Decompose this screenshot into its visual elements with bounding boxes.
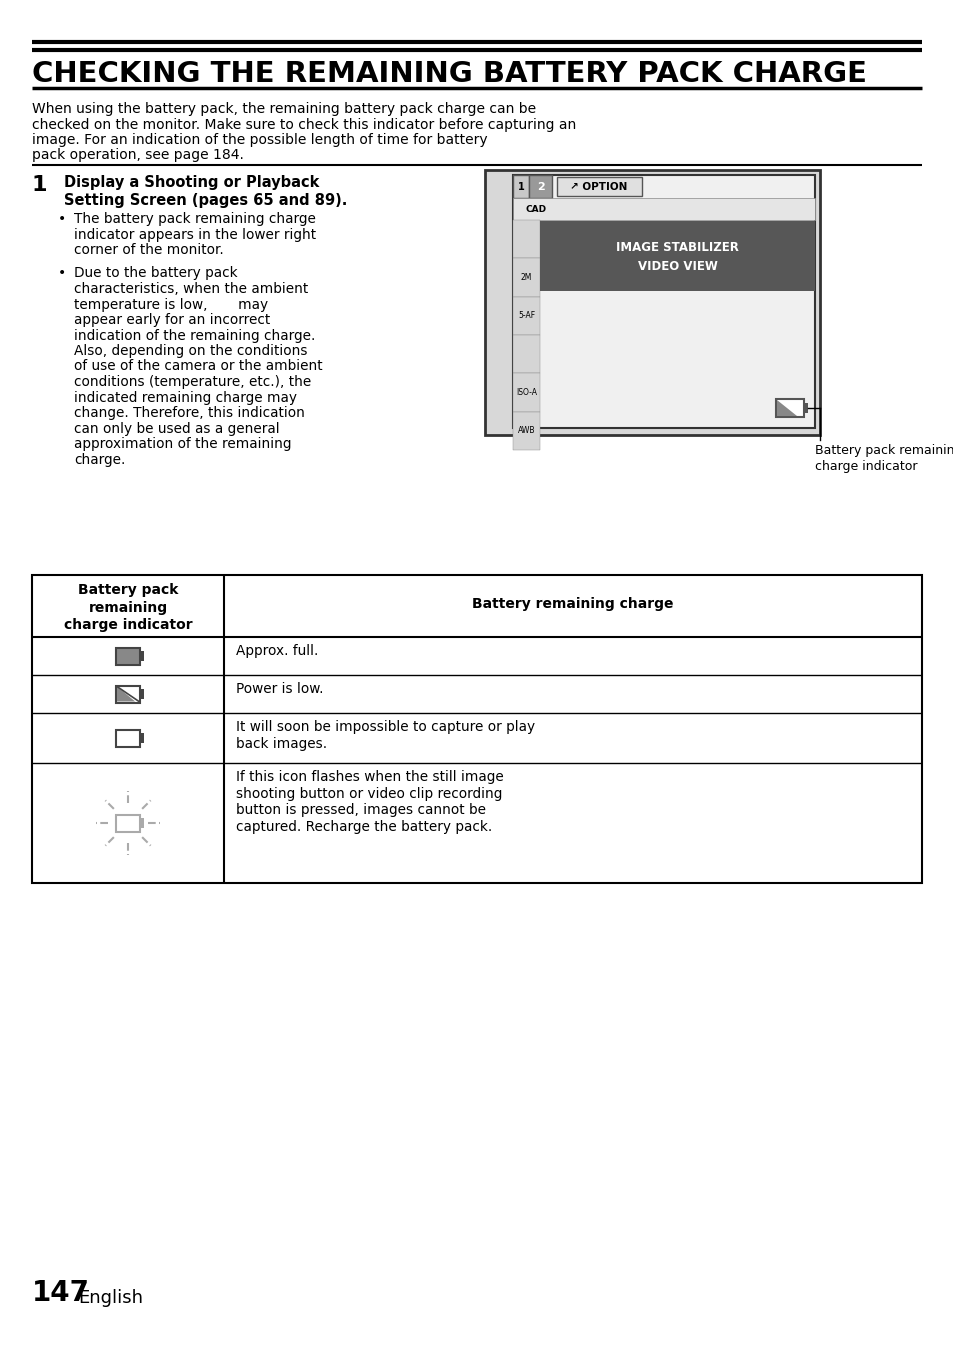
Text: ISO-A: ISO-A: [516, 387, 537, 397]
Bar: [513, 374, 539, 412]
Bar: [557, 178, 641, 196]
Text: indicator appears in the lower right: indicator appears in the lower right: [74, 227, 315, 242]
Text: •: •: [58, 213, 66, 226]
Bar: [513, 335, 539, 374]
Text: Display a Shooting or Playback: Display a Shooting or Playback: [64, 175, 319, 190]
Text: remaining: remaining: [89, 600, 168, 615]
Bar: [513, 297, 539, 335]
Text: of use of the camera or the ambient: of use of the camera or the ambient: [74, 359, 322, 374]
Bar: [116, 686, 140, 702]
Bar: [116, 815, 140, 831]
Text: It will soon be impossible to capture or play: It will soon be impossible to capture or…: [235, 720, 535, 734]
Bar: [513, 175, 814, 428]
Text: change. Therefore, this indication: change. Therefore, this indication: [74, 406, 305, 420]
Text: captured. Recharge the battery pack.: captured. Recharge the battery pack.: [235, 819, 492, 834]
Polygon shape: [117, 686, 135, 702]
Text: 5-AF: 5-AF: [517, 311, 535, 320]
Bar: [529, 175, 552, 198]
Text: indicated remaining charge may: indicated remaining charge may: [74, 390, 296, 405]
Text: CAD: CAD: [524, 204, 545, 214]
Text: corner of the monitor.: corner of the monitor.: [74, 243, 224, 257]
Bar: [140, 651, 143, 662]
Text: Also, depending on the conditions: Also, depending on the conditions: [74, 344, 307, 358]
Text: 147: 147: [32, 1279, 90, 1307]
Text: characteristics, when the ambient: characteristics, when the ambient: [74, 282, 308, 296]
Text: conditions (temperature, etc.), the: conditions (temperature, etc.), the: [74, 375, 311, 389]
Text: appear early for an incorrect: appear early for an incorrect: [74, 313, 270, 327]
Text: Battery remaining charge: Battery remaining charge: [472, 597, 673, 611]
Bar: [513, 258, 539, 297]
Bar: [484, 169, 820, 434]
Bar: [539, 221, 814, 291]
Bar: [140, 689, 143, 699]
Text: English: English: [78, 1289, 143, 1307]
Bar: [513, 175, 529, 198]
Text: 2M: 2M: [520, 273, 532, 282]
Text: button is pressed, images cannot be: button is pressed, images cannot be: [235, 803, 485, 816]
Text: can only be used as a general: can only be used as a general: [74, 421, 279, 436]
Text: image. For an indication of the possible length of time for battery: image. For an indication of the possible…: [32, 133, 487, 147]
Text: approximation of the remaining: approximation of the remaining: [74, 437, 292, 451]
Polygon shape: [776, 399, 796, 416]
Text: Battery pack remaining: Battery pack remaining: [814, 444, 953, 457]
Bar: [32, 576, 921, 884]
Bar: [513, 412, 539, 451]
Text: charge indicator: charge indicator: [64, 617, 193, 632]
Text: 2: 2: [537, 182, 544, 191]
Text: temperature is low,       may: temperature is low, may: [74, 297, 268, 312]
Text: Due to the battery pack: Due to the battery pack: [74, 266, 237, 281]
Text: checked on the monitor. Make sure to check this indicator before capturing an: checked on the monitor. Make sure to che…: [32, 117, 576, 132]
Text: pack operation, see page 184.: pack operation, see page 184.: [32, 148, 244, 163]
Text: If this icon flashes when the still image: If this icon flashes when the still imag…: [235, 769, 503, 784]
Bar: [116, 729, 140, 746]
Bar: [513, 221, 539, 258]
Text: Approx. full.: Approx. full.: [235, 644, 318, 658]
Text: •: •: [58, 266, 66, 281]
Text: The battery pack remaining charge: The battery pack remaining charge: [74, 213, 315, 226]
Text: indication of the remaining charge.: indication of the remaining charge.: [74, 328, 315, 343]
Text: AWB: AWB: [517, 426, 535, 436]
Text: Setting Screen (pages 65 and 89).: Setting Screen (pages 65 and 89).: [64, 192, 347, 207]
Bar: [140, 818, 143, 829]
Bar: [803, 402, 807, 413]
Bar: [116, 647, 140, 664]
Bar: [513, 198, 814, 221]
Text: When using the battery pack, the remaining battery pack charge can be: When using the battery pack, the remaini…: [32, 102, 536, 116]
Text: ↗ OPTION: ↗ OPTION: [570, 182, 627, 191]
Text: CHECKING THE REMAINING BATTERY PACK CHARGE: CHECKING THE REMAINING BATTERY PACK CHAR…: [32, 61, 866, 87]
Bar: [775, 399, 803, 417]
Text: 1: 1: [517, 182, 524, 191]
Text: charge indicator: charge indicator: [814, 460, 917, 473]
Text: IMAGE STABILIZER: IMAGE STABILIZER: [616, 241, 739, 254]
Text: 1: 1: [32, 175, 48, 195]
Text: shooting button or video clip recording: shooting button or video clip recording: [235, 787, 502, 800]
Text: VIDEO VIEW: VIDEO VIEW: [637, 260, 717, 273]
Text: back images.: back images.: [235, 737, 327, 751]
Text: charge.: charge.: [74, 452, 125, 467]
Bar: [140, 733, 143, 742]
Text: Power is low.: Power is low.: [235, 682, 323, 695]
Text: Battery pack: Battery pack: [78, 582, 178, 597]
